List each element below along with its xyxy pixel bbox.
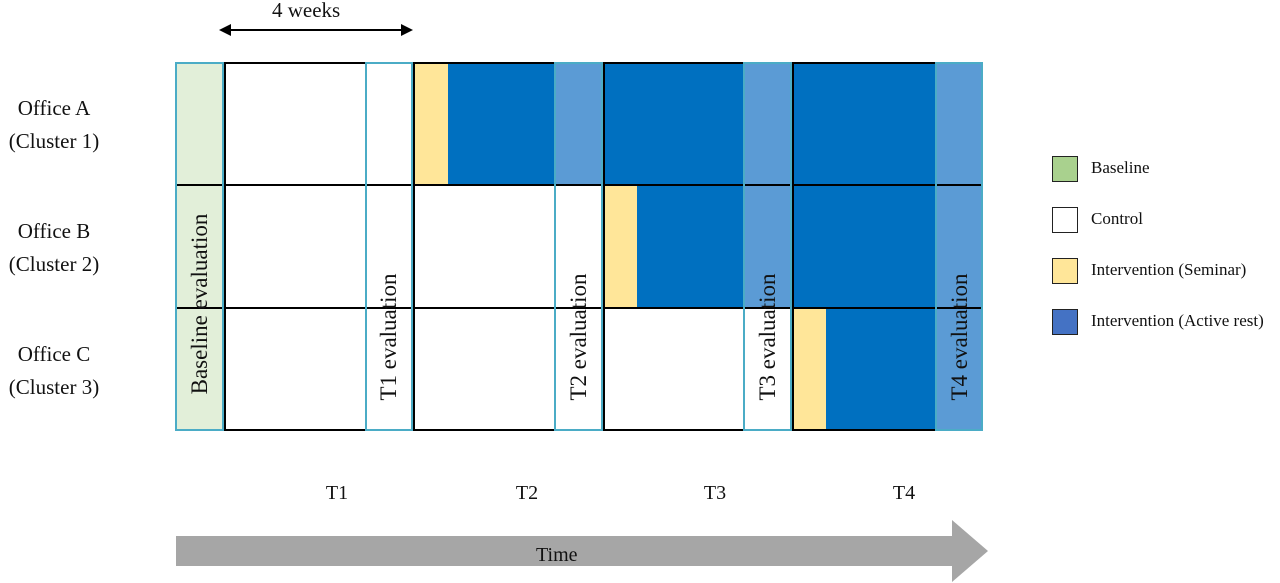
baseline-evaluation-label: Baseline evaluation xyxy=(187,213,212,395)
period-label-t4: T4 xyxy=(892,482,916,504)
t4-evaluation-label: T4 evaluation xyxy=(947,273,972,401)
t1-evaluation-label: T1 evaluation xyxy=(376,273,401,401)
duration-label: 4 weeks xyxy=(272,0,341,22)
grid-lines xyxy=(175,62,983,431)
baseline-column xyxy=(175,62,225,431)
legend-swatch-control xyxy=(1052,207,1078,233)
legend-swatch-seminar xyxy=(1052,258,1078,284)
active-rest-office-b xyxy=(637,185,983,308)
row-label-office-b: Office B (Cluster 2) xyxy=(8,219,100,276)
duration-arrow xyxy=(219,24,413,36)
schedule-grid: Baseline evaluation T1 evaluation T2 eva… xyxy=(175,62,983,431)
legend-swatch-active-rest xyxy=(1052,309,1078,335)
t2-eval-overlay-a xyxy=(555,62,602,185)
seminar-cell-office-b xyxy=(604,185,637,308)
t2-evaluation-label: T2 evaluation xyxy=(566,273,591,401)
period-label-t1: T1 xyxy=(325,482,349,504)
period-label-t2: T2 xyxy=(515,482,539,504)
row-label-office-a: Office A (Cluster 1) xyxy=(8,96,100,153)
time-label: Time xyxy=(536,544,578,566)
active-rest-office-a xyxy=(448,62,983,185)
seminar-cell-office-c xyxy=(793,308,826,431)
row-label-office-c: Office C (Cluster 3) xyxy=(8,342,100,399)
time-arrow xyxy=(176,520,988,582)
legend-swatch-baseline xyxy=(1052,156,1078,182)
seminar-cell-office-a xyxy=(414,62,448,185)
period-label-t3: T3 xyxy=(703,482,727,504)
t4-eval-overlay xyxy=(936,62,983,431)
t3-evaluation-label: T3 evaluation xyxy=(755,273,780,401)
